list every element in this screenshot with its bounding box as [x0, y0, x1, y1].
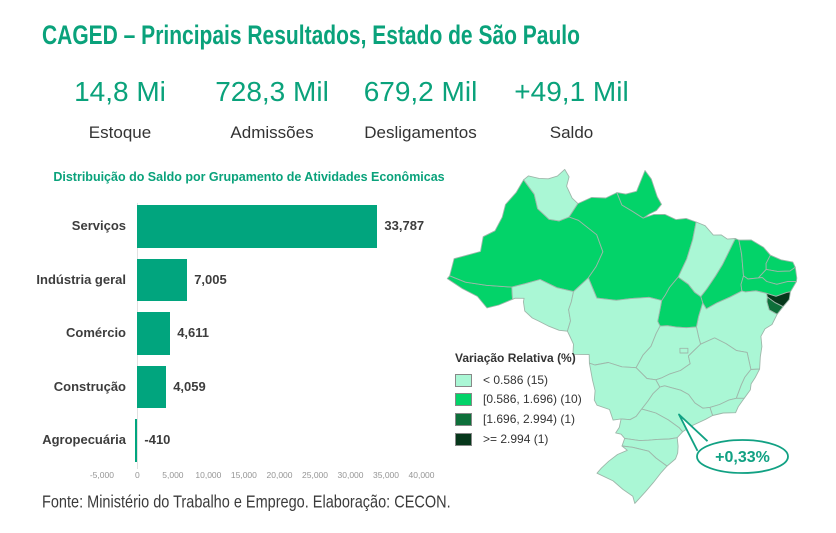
svg-text:+0,33%: +0,33% — [715, 449, 770, 466]
